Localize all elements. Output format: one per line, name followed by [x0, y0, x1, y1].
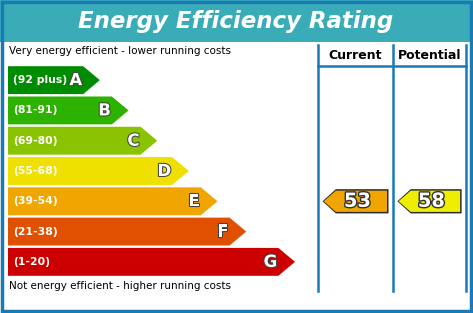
Polygon shape: [323, 189, 388, 213]
Polygon shape: [8, 218, 246, 245]
Text: 58: 58: [418, 192, 445, 211]
Polygon shape: [8, 96, 129, 124]
Polygon shape: [8, 248, 295, 276]
Text: (39-54): (39-54): [13, 196, 58, 206]
Text: 53: 53: [344, 192, 371, 211]
Text: C: C: [127, 132, 140, 150]
Text: G: G: [263, 253, 277, 271]
Polygon shape: [8, 187, 218, 215]
Polygon shape: [8, 157, 189, 185]
Text: A: A: [70, 71, 82, 89]
Text: Potential: Potential: [398, 49, 461, 62]
Text: (69-80): (69-80): [13, 136, 58, 146]
Polygon shape: [399, 191, 460, 212]
Text: Energy Efficiency Rating: Energy Efficiency Rating: [79, 10, 394, 33]
Text: E: E: [188, 192, 200, 210]
Text: Current: Current: [329, 49, 382, 62]
Polygon shape: [397, 189, 462, 213]
Text: Very energy efficient - lower running costs: Very energy efficient - lower running co…: [9, 46, 231, 56]
Polygon shape: [8, 127, 157, 155]
Text: F: F: [217, 223, 228, 241]
Text: (21-38): (21-38): [13, 227, 58, 237]
Bar: [0, 0, 473, 42]
Text: (1-20): (1-20): [13, 257, 50, 267]
Text: (81-91): (81-91): [13, 105, 57, 115]
Text: D: D: [158, 162, 171, 180]
Text: Not energy efficient - higher running costs: Not energy efficient - higher running co…: [9, 281, 231, 291]
Text: (55-68): (55-68): [13, 166, 58, 176]
Polygon shape: [8, 66, 100, 94]
Text: B: B: [98, 101, 111, 120]
Polygon shape: [324, 191, 387, 212]
Text: (92 plus): (92 plus): [13, 75, 67, 85]
